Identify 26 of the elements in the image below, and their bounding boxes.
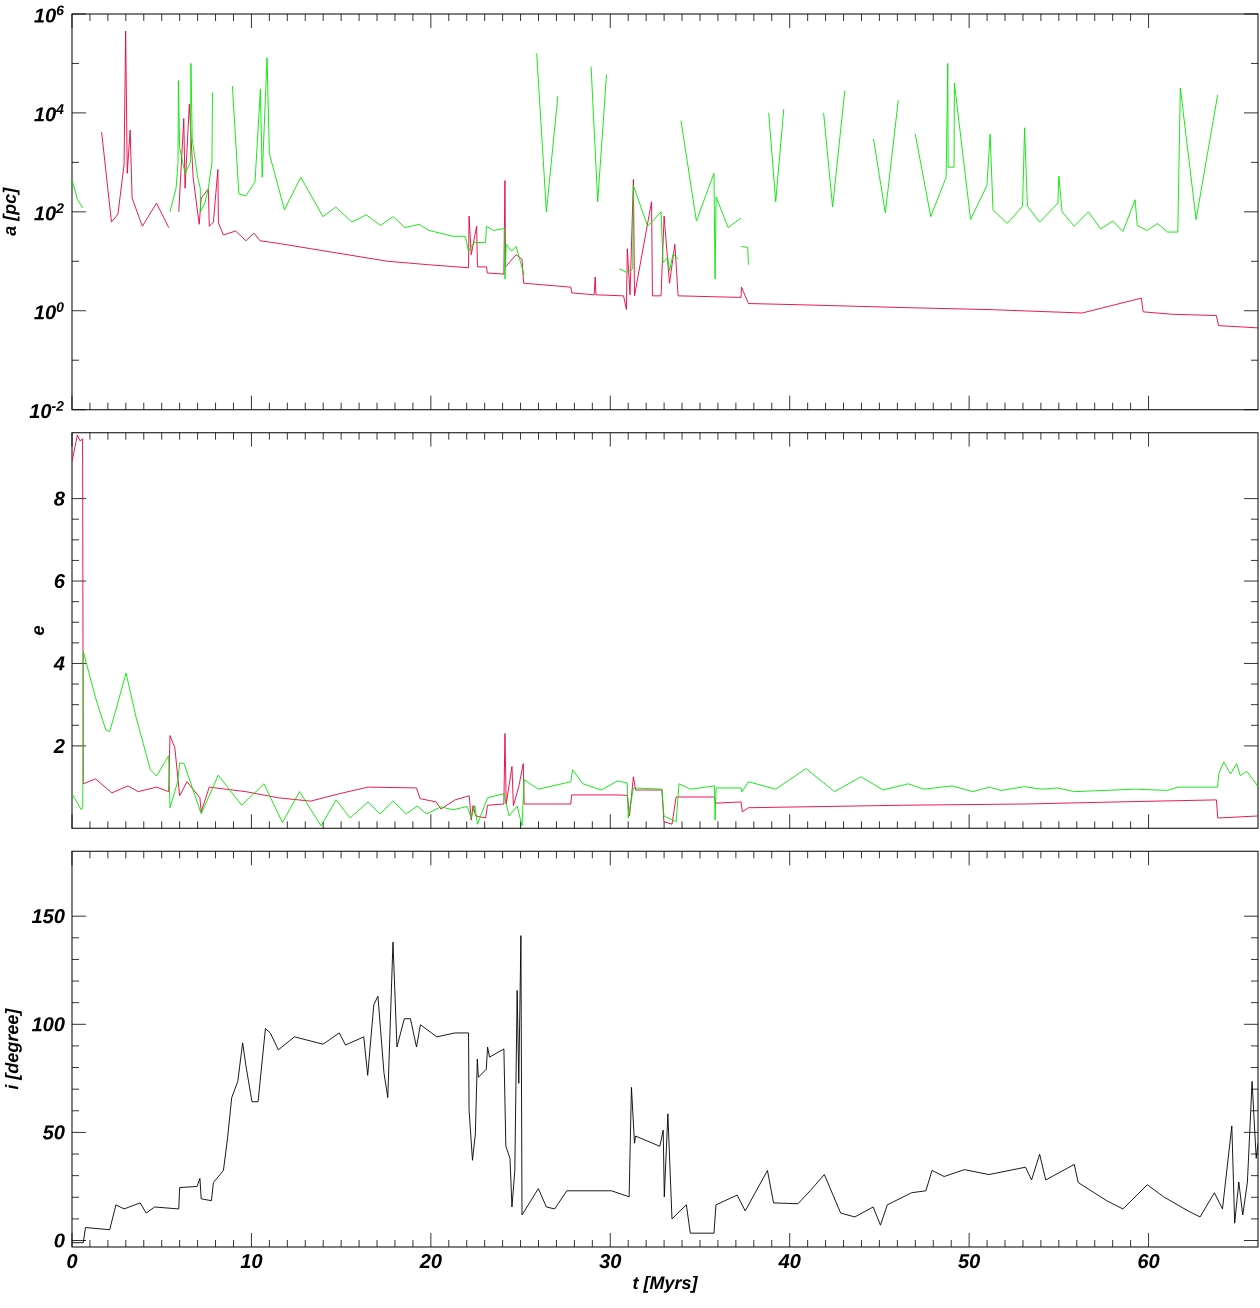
y-tick-label: 10$^{4}$ — [34, 104, 64, 122]
y-axis-title: i [degree] — [5, 1008, 22, 1090]
y-tick-label: 100 — [31, 1017, 65, 1032]
x-tick-label: 50 — [958, 1254, 981, 1269]
y-tick-label: 10$^{6}$ — [34, 5, 64, 23]
y-tick-label: 4 — [53, 656, 65, 671]
x-tick-label: 30 — [599, 1254, 622, 1269]
y-tick-label: 10$^{2}$ — [34, 203, 64, 221]
line-series — [72, 434, 1259, 825]
y-tick-label: 0 — [54, 1233, 65, 1248]
y-tick-label: 150 — [31, 909, 65, 924]
y-tick-label: 10$^{0}$ — [34, 302, 64, 320]
y-tick-label: 8 — [54, 491, 65, 506]
line-series — [72, 651, 1259, 827]
y-tick-label: 6 — [54, 573, 66, 589]
y-axis-title: e — [34, 626, 45, 635]
x-tick-label: 40 — [778, 1254, 801, 1269]
y-tick-label: 50 — [42, 1125, 65, 1140]
x-tick-label: 0 — [67, 1254, 78, 1269]
y-axis-title: a [pc] — [2, 187, 20, 236]
x-tick-label: 60 — [1138, 1254, 1160, 1269]
y-tick-label: 2 — [53, 738, 65, 753]
x-axis-title: t [Myrs] — [633, 1275, 698, 1293]
x-tick-label: 20 — [419, 1254, 442, 1269]
y-tick-label: 10$^{-2}$ — [29, 401, 64, 419]
x-tick-label: 10 — [240, 1254, 263, 1269]
